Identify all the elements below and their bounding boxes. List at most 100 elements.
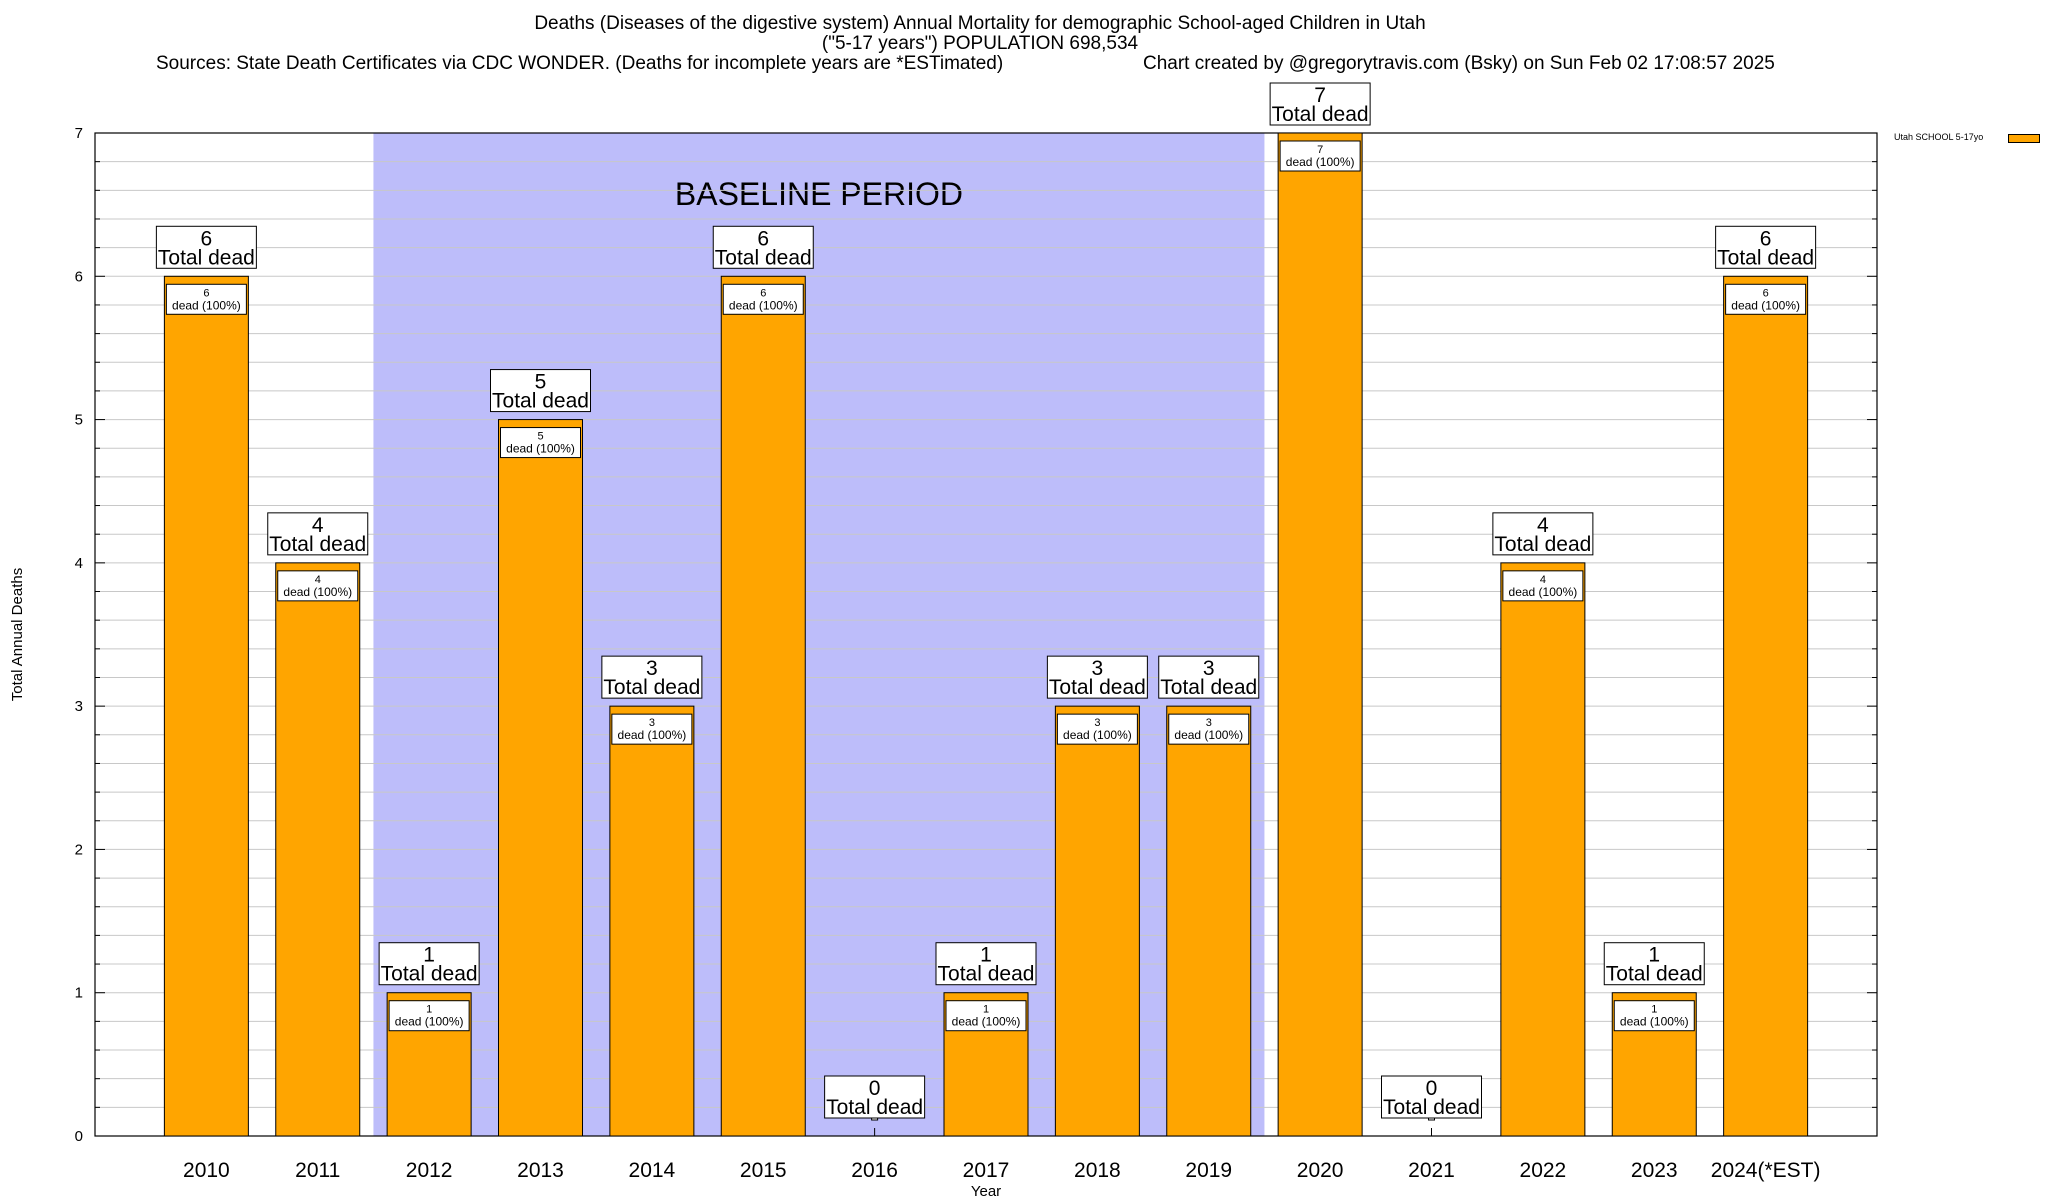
bar-inner-label-box [165,283,247,315]
bar-inner-value: 3 [649,717,655,729]
bar-top-label: Total dead [1383,1096,1480,1119]
x-tick-label: 2015 [740,1159,787,1182]
bar-inner-label: dead (100%) [1063,728,1132,742]
bar-top-label-box [712,225,814,269]
bar [1500,562,1586,1137]
bar-inner-value: 3 [1206,717,1212,729]
x-tick-label: 2013 [517,1159,564,1182]
bar-top-value: 0 [869,1077,881,1100]
x-axis-label: Year [971,1183,1001,1200]
baseline-period-label: BASELINE PERIOD [675,176,963,212]
chart-sources: Sources: State Death Certificates via CD… [156,53,1004,74]
bar-top-label-box [935,942,1037,986]
bar-top-label-box [155,225,257,269]
chart-title-line-2: ("5-17 years") POPULATION 698,534 [821,33,1139,54]
y-tick-label: 2 [75,841,83,858]
bar-inner-label: dead (100%) [283,585,352,599]
bar-inner-label: dead (100%) [952,1015,1021,1029]
bar-inner-label-box [1502,570,1584,602]
bar-top-value: 1 [1648,944,1660,967]
x-tick-label: 2022 [1520,1159,1567,1182]
bar-inner-label-box [945,1000,1027,1032]
bar-top-label: Total dead [603,676,700,699]
bar-inner-value: 1 [1651,1004,1657,1016]
bar-top-label: Total dead [269,533,366,556]
bar [1277,132,1363,1137]
bar-top-value: 1 [423,944,435,967]
bar-top-label: Total dead [938,963,1035,986]
bar-inner-label-box [1168,713,1250,745]
bar-inner-label-box [1056,713,1138,745]
bar [1723,275,1809,1137]
bar-top-label: Total dead [158,246,255,269]
bar-top-label-box [1715,225,1817,269]
chart-credit: Chart created by @gregorytravis.com (Bsk… [1143,53,1775,74]
y-tick-label: 3 [75,698,83,715]
bar-inner-value: 1 [983,1004,989,1016]
x-tick-label: 2012 [406,1159,453,1182]
y-tick-label: 1 [75,985,83,1002]
x-tick-label: 2017 [963,1159,1010,1182]
bar-inner-label: dead (100%) [729,298,798,312]
bar-top-label-box [1492,512,1594,556]
bar-top-value: 4 [1537,514,1549,537]
bar-top-value: 5 [535,371,547,394]
bar-top-label-box [267,512,369,556]
x-tick-label: 2010 [183,1159,230,1182]
bar-inner-value: 7 [1317,144,1323,156]
bar-top-label-box [1603,942,1705,986]
bar [1166,705,1252,1137]
bar-top-label: Total dead [381,963,478,986]
bar-inner-label: dead (100%) [172,298,241,312]
x-tick-label: 2024(*EST) [1711,1159,1821,1182]
bar-top-label-box [1158,655,1260,699]
bar-inner-label-box [1279,140,1361,172]
bar-top-value: 1 [980,944,992,967]
x-tick-label: 2016 [851,1159,898,1182]
bar-top-label: Total dead [492,390,589,413]
bar [275,562,361,1137]
bar-top-label: Total dead [1160,676,1257,699]
y-tick-label: 5 [75,412,83,429]
bar-top-label-box [1269,82,1371,126]
bar [1054,705,1140,1137]
bar-inner-label: dead (100%) [1509,585,1578,599]
bar-top-label: Total dead [826,1096,923,1119]
bar [163,275,249,1137]
bar-top-value: 3 [646,657,658,680]
bar-top-value: 3 [1203,657,1215,680]
bar-top-label-box [824,1075,926,1119]
bar-inner-label: dead (100%) [1620,1015,1689,1029]
bar-inner-label: dead (100%) [1174,728,1243,742]
x-tick-label: 2011 [295,1159,340,1182]
bar-top-label: Total dead [715,246,812,269]
bar-top-label-box [1381,1075,1482,1119]
chart-title: Deaths (Diseases of the digestive system… [0,14,2048,78]
bar-inner-label: dead (100%) [1731,298,1800,312]
y-tick-label: 0 [75,1128,83,1145]
bar-inner-value: 4 [315,574,321,586]
bar-top-label-box [490,369,591,413]
x-tick-label: 2023 [1631,1159,1678,1182]
bar-top-label: Total dead [1494,533,1591,556]
bar-top-value: 7 [1314,84,1326,107]
bar-inner-label: dead (100%) [506,442,575,456]
bar-top-label-box [378,942,480,986]
bar-inner-label-box [500,427,581,459]
bar-inner-label-box [722,283,804,315]
bar-inner-label-box [1725,283,1807,315]
bar-inner-label: dead (100%) [1286,155,1355,169]
bar-top-label-box [601,655,703,699]
bar-inner-label: dead (100%) [618,728,687,742]
bar-inner-value: 1 [426,1004,432,1016]
bar-inner-label-box [388,1000,470,1032]
bar-inner-label-box [277,570,359,602]
y-tick-label: 4 [75,555,83,572]
bar-top-value: 6 [757,227,769,250]
x-tick-label: 2020 [1297,1159,1344,1182]
bar-inner-value: 6 [203,287,209,299]
bar-top-label: Total dead [1606,963,1703,986]
bar-inner-value: 4 [1540,574,1546,586]
bar-top-value: 0 [1426,1077,1438,1100]
